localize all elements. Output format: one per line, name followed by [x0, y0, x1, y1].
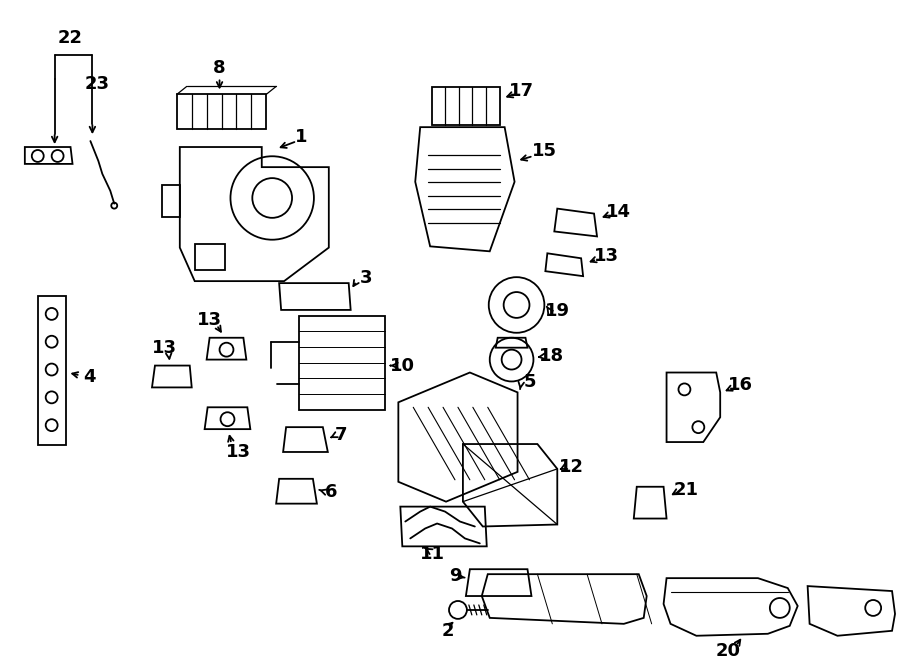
- Text: 18: 18: [539, 346, 564, 365]
- Text: 4: 4: [83, 368, 95, 387]
- Text: 17: 17: [509, 83, 534, 100]
- Text: 1: 1: [294, 128, 307, 146]
- Text: 19: 19: [544, 302, 570, 320]
- Text: 14: 14: [607, 202, 632, 221]
- Text: 8: 8: [213, 59, 226, 77]
- Text: 10: 10: [390, 356, 415, 375]
- Text: 23: 23: [85, 75, 110, 93]
- Text: 21: 21: [674, 481, 699, 499]
- Text: 15: 15: [532, 142, 557, 160]
- Text: 13: 13: [152, 338, 177, 357]
- Text: 2: 2: [442, 622, 454, 640]
- Text: 20: 20: [716, 642, 741, 660]
- Text: 13: 13: [226, 443, 251, 461]
- Text: 22: 22: [58, 28, 83, 47]
- Text: 6: 6: [325, 483, 337, 501]
- Text: 12: 12: [559, 458, 584, 476]
- Text: 11: 11: [419, 545, 445, 563]
- Text: 16: 16: [727, 376, 752, 395]
- Text: 9: 9: [449, 567, 461, 585]
- Text: 7: 7: [335, 426, 347, 444]
- Text: 13: 13: [197, 311, 222, 329]
- Text: 5: 5: [523, 373, 536, 391]
- Text: 3: 3: [359, 269, 372, 287]
- Text: 13: 13: [593, 247, 618, 265]
